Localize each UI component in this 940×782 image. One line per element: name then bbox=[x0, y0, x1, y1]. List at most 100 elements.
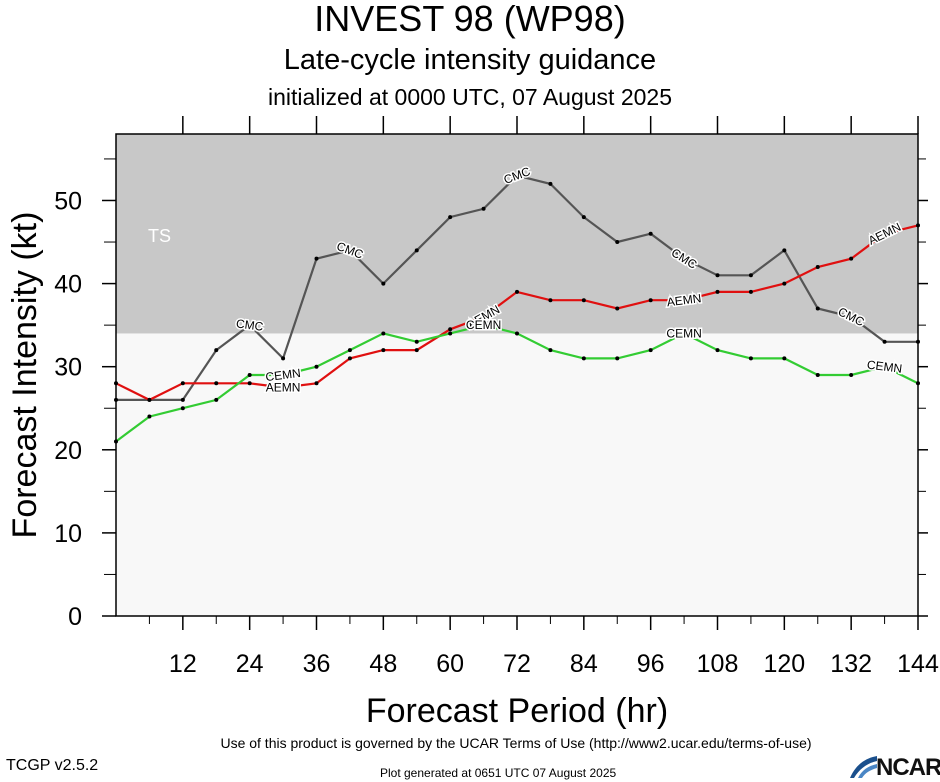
data-point-cmc bbox=[682, 256, 687, 261]
ncar-logo: NCAR bbox=[848, 754, 940, 781]
x-tick-label: 144 bbox=[897, 650, 939, 678]
plot-frame bbox=[115, 133, 919, 617]
series-label-cemn: CEMN bbox=[466, 318, 501, 332]
data-point-cmc bbox=[214, 348, 219, 353]
data-point-cemn bbox=[782, 356, 787, 361]
series-label-cemn: CEMN bbox=[666, 326, 701, 340]
x-tick-label: 84 bbox=[570, 650, 598, 678]
data-point-aemn bbox=[615, 306, 620, 311]
x-axis-label: Forecast Period (hr) bbox=[366, 692, 668, 730]
data-point-aemn bbox=[748, 289, 753, 294]
data-point-aemn bbox=[648, 298, 653, 303]
data-point-cemn bbox=[281, 373, 286, 377]
data-point-cmc bbox=[180, 397, 185, 402]
y-tick-label: 50 bbox=[54, 187, 82, 215]
data-point-aemn bbox=[715, 289, 720, 294]
data-point-aemn bbox=[849, 256, 854, 261]
data-point-cmc bbox=[782, 248, 787, 253]
data-point-aemn bbox=[515, 289, 519, 294]
x-tick-label: 132 bbox=[830, 650, 872, 678]
x-tick-label: 12 bbox=[169, 650, 197, 678]
generated-timestamp: Plot generated at 0651 UTC 07 August 202… bbox=[380, 766, 617, 780]
data-point-cmc bbox=[481, 206, 486, 211]
data-point-cmc bbox=[882, 339, 887, 344]
series-label-aemn: AEMN bbox=[666, 291, 702, 309]
intensity-chart: TS 0 10 20 30 40 50 12 24 36 48 60 72 84 96 108 120 132 14… bbox=[6, 116, 939, 730]
data-point-aemn bbox=[314, 381, 319, 386]
data-point-cmc bbox=[314, 256, 319, 261]
series-label-cmc: CMC bbox=[235, 316, 264, 333]
band-ts bbox=[116, 134, 918, 334]
data-point-cmc bbox=[381, 281, 386, 286]
data-point-aemn bbox=[448, 327, 453, 332]
data-point-cemn bbox=[815, 373, 820, 377]
data-point-aemn bbox=[581, 298, 586, 303]
data-point-aemn bbox=[180, 381, 185, 386]
x-tick-label: 120 bbox=[763, 650, 805, 678]
band-label: TS bbox=[148, 226, 171, 246]
y-tick-label: 20 bbox=[54, 437, 82, 465]
data-point-aemn bbox=[682, 298, 687, 303]
terms-of-use-text: Use of this product is governed by the U… bbox=[220, 735, 812, 751]
chart-init-time: initialized at 0000 UTC, 07 August 2025 bbox=[267, 84, 673, 110]
data-point-cmc bbox=[615, 240, 620, 245]
y-tick-label: 40 bbox=[54, 271, 82, 299]
data-point-aemn bbox=[214, 381, 219, 386]
data-point-aemn bbox=[347, 356, 352, 361]
data-point-cmc bbox=[548, 181, 553, 186]
ncar-swoosh-icon bbox=[850, 756, 877, 778]
y-tick-label: 10 bbox=[54, 520, 82, 548]
y-tick-label: 0 bbox=[68, 603, 82, 631]
chart-subtitle: Late-cycle intensity guidance bbox=[283, 44, 657, 76]
data-point-aemn bbox=[281, 385, 286, 390]
data-point-aemn bbox=[247, 381, 252, 386]
y-axis-label: Forecast Intensity (kt) bbox=[6, 212, 44, 539]
data-point-cemn bbox=[515, 331, 519, 336]
data-point-cemn bbox=[481, 323, 486, 328]
y-tick-label: 30 bbox=[54, 354, 82, 382]
data-point-cmc bbox=[414, 248, 419, 253]
data-point-cemn bbox=[347, 348, 352, 353]
x-tick-label: 24 bbox=[236, 650, 264, 678]
x-tick-label: 48 bbox=[369, 650, 397, 678]
x-tick-label: 36 bbox=[303, 650, 331, 678]
data-point-cmc bbox=[581, 215, 586, 220]
data-point-cmc bbox=[515, 173, 519, 178]
data-point-cemn bbox=[214, 397, 219, 402]
data-point-aemn bbox=[782, 281, 787, 286]
series-label-cemn: CEMN bbox=[866, 358, 903, 376]
data-point-cemn bbox=[548, 348, 553, 353]
data-point-cmc bbox=[347, 248, 352, 253]
data-point-aemn bbox=[882, 231, 887, 236]
data-point-cmc bbox=[281, 356, 286, 361]
data-point-aemn bbox=[414, 348, 419, 353]
data-point-cemn bbox=[247, 373, 252, 377]
data-point-cemn bbox=[414, 339, 419, 344]
data-point-cmc bbox=[648, 231, 653, 236]
data-point-cemn bbox=[682, 331, 687, 336]
x-tick-label: 96 bbox=[637, 650, 665, 678]
data-point-cemn bbox=[147, 414, 152, 419]
data-point-aemn bbox=[481, 314, 486, 319]
data-point-cmc bbox=[849, 314, 854, 319]
data-point-cmc bbox=[748, 273, 753, 278]
data-point-cemn bbox=[748, 356, 753, 361]
series-label-aemn: AEMN bbox=[266, 380, 301, 394]
data-point-cemn bbox=[648, 348, 653, 353]
data-point-cemn bbox=[581, 356, 586, 361]
chart-title: INVEST 98 (WP98) bbox=[314, 0, 626, 39]
data-point-cemn bbox=[882, 364, 887, 369]
data-point-cemn bbox=[715, 348, 720, 353]
data-point-aemn bbox=[548, 298, 553, 303]
data-point-cemn bbox=[180, 406, 185, 411]
data-point-cemn bbox=[381, 331, 386, 336]
ncar-logo-text: NCAR bbox=[876, 754, 940, 781]
data-point-cmc bbox=[715, 273, 720, 278]
data-point-cmc bbox=[448, 215, 453, 220]
data-point-cmc bbox=[247, 323, 252, 328]
series-label-cemn: CEMN bbox=[265, 366, 302, 384]
data-point-cemn bbox=[849, 373, 854, 377]
x-tick-label: 72 bbox=[503, 650, 531, 678]
data-point-cemn bbox=[615, 356, 620, 361]
x-tick-label: 60 bbox=[436, 650, 464, 678]
